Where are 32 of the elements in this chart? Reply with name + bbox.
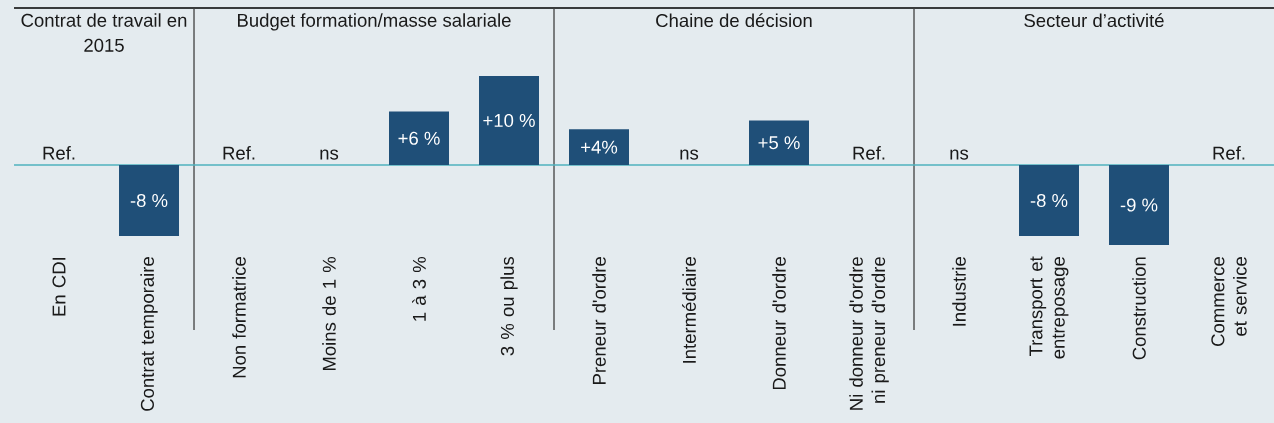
x-tick-label: Donneur d'ordre [772,257,786,390]
data-label: ns [320,149,339,160]
x-tick-label: Moins de 1 % [322,256,336,371]
data-label: +4% [581,140,618,154]
data-label: -8 % [1030,193,1068,208]
x-tick-label: 3 % ou plus [500,256,518,356]
x-tick-label: Contrat temporaire [140,257,158,411]
data-label: +10 % [483,113,535,128]
data-label: -9 % [1120,198,1158,212]
data-label: ns [950,149,969,160]
chart-title: Budget formation/masse salariale [238,13,511,31]
chart-title: Chaine de décision [656,13,812,28]
chart-title: Contrat de travail en 2015 [21,13,187,52]
x-tick-label: Ni donneur d'ordre ni preneur d'ordre [849,257,889,410]
x-tick-label: Industrie [952,257,966,326]
x-tick-label: Preneur d'ordre [592,257,606,384]
data-label: ns [680,149,699,160]
data-label: +6 % [398,131,440,145]
x-tick-label: En CDI [52,257,66,316]
x-tick-label: Non formatrice [232,257,246,378]
x-tick-label: Transport et entreposage [1029,256,1069,359]
x-tick-label: 1 à 3 % [412,256,426,321]
data-label: Ref. [1213,146,1245,160]
data-label: +5 % [758,136,800,150]
chart-title: Secteur d’activité [1024,13,1164,28]
x-tick-label: Intermédiaire [682,257,696,363]
x-tick-label: Construction [1132,257,1146,360]
data-label: -8 % [130,193,168,208]
x-tick-label: Commerce et service [1211,257,1247,346]
data-label: Ref. [43,146,75,160]
data-label: Ref. [223,146,255,160]
data-label: Ref. [853,146,885,160]
